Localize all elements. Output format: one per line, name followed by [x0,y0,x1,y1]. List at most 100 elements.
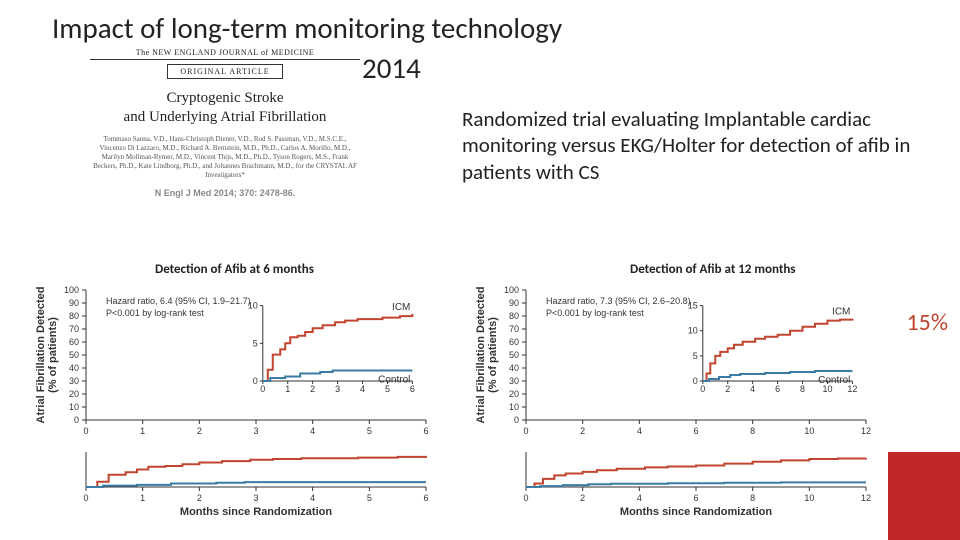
svg-text:5: 5 [385,384,390,394]
chart-right-caption: Detection of Afib at 12 months [630,262,795,277]
svg-text:3: 3 [253,493,258,503]
svg-text:0: 0 [514,415,519,425]
slide-title: Impact of long-term monitoring technolog… [52,10,562,46]
svg-text:4: 4 [637,426,642,436]
svg-text:5: 5 [693,351,698,361]
svg-text:6: 6 [693,426,698,436]
svg-text:90: 90 [509,298,519,308]
svg-text:Months since Randomization: Months since Randomization [180,506,332,515]
svg-text:8: 8 [800,384,805,394]
svg-text:6: 6 [423,493,428,503]
svg-text:70: 70 [69,324,79,334]
svg-text:5: 5 [253,338,258,348]
svg-text:0: 0 [83,493,88,503]
svg-text:1: 1 [140,493,145,503]
svg-text:50: 50 [69,350,79,360]
svg-text:Atrial Fibrillation Detected: Atrial Fibrillation Detected [475,287,487,424]
svg-text:Hazard ratio, 6.4 (95% CI, 1.9: Hazard ratio, 6.4 (95% CI, 1.9–21.7) [106,296,251,306]
svg-text:10: 10 [804,426,814,436]
svg-text:Control: Control [818,375,850,386]
svg-text:5: 5 [367,493,372,503]
svg-text:8: 8 [750,493,755,503]
svg-text:2: 2 [197,426,202,436]
svg-text:2: 2 [580,493,585,503]
svg-text:8: 8 [750,426,755,436]
svg-text:30: 30 [69,376,79,386]
svg-text:Hazard ratio, 7.3 (95% CI, 2.6: Hazard ratio, 7.3 (95% CI, 2.6–20.8) [546,296,691,306]
svg-text:1: 1 [285,384,290,394]
svg-text:80: 80 [69,311,79,321]
svg-text:30: 30 [509,376,519,386]
nejm-title-line1: Cryptogenic Stroke [166,90,283,106]
svg-text:10: 10 [69,402,79,412]
svg-text:10: 10 [248,301,258,311]
nejm-section: ORIGINAL ARTICLE [167,64,282,79]
svg-text:0: 0 [83,426,88,436]
svg-text:60: 60 [69,337,79,347]
red-corner-block [888,452,960,540]
chart-right-mini: 024681012Months since Randomization [470,445,890,515]
year-label: 2014 [362,50,421,86]
svg-text:P<0.001 by log-rank test: P<0.001 by log-rank test [106,308,204,318]
svg-text:2: 2 [197,493,202,503]
svg-text:Control: Control [378,374,410,385]
svg-text:10: 10 [509,402,519,412]
svg-text:10: 10 [688,326,698,336]
svg-text:4: 4 [310,493,315,503]
nejm-title-line2: and Underlying Atrial Fibrillation [124,109,327,125]
svg-text:4: 4 [750,384,755,394]
svg-text:ICM: ICM [392,302,410,313]
svg-text:2: 2 [310,384,315,394]
svg-text:6: 6 [693,493,698,503]
svg-text:2: 2 [725,384,730,394]
description-text: Randomized trial evaluating Implantable … [462,106,922,185]
nejm-citation: N Engl J Med 2014; 370: 2478-86. [90,188,360,198]
svg-text:2: 2 [580,426,585,436]
svg-text:1: 1 [140,426,145,436]
svg-text:12: 12 [861,493,871,503]
svg-text:70: 70 [509,324,519,334]
slide: Impact of long-term monitoring technolog… [0,0,960,540]
svg-text:10: 10 [804,493,814,503]
svg-text:40: 40 [509,363,519,373]
svg-text:ICM: ICM [832,307,850,318]
svg-text:20: 20 [509,389,519,399]
svg-text:80: 80 [509,311,519,321]
nejm-panel: The NEW ENGLAND JOURNAL of MEDICINE ORIG… [90,48,360,198]
chart-left-mini: 0 1 2 3 4 5 6 Months since Randomization [30,445,450,515]
svg-text:0: 0 [693,376,698,386]
svg-text:15: 15 [688,301,698,311]
svg-text:4: 4 [360,384,365,394]
svg-text:12: 12 [861,426,871,436]
nejm-authors: Tommaso Sanna, V.D., Hans-Christoph Dien… [90,135,360,180]
svg-text:40: 40 [69,363,79,373]
chart-left-caption: Detection of Afib at 6 months [155,262,314,277]
svg-text:20: 20 [69,389,79,399]
svg-text:Months since Randomization: Months since Randomization [620,506,772,515]
svg-text:(% of patients): (% of patients) [487,317,499,393]
svg-text:60: 60 [509,337,519,347]
chart-left-main: 01020304050607080901000123456Atrial Fibr… [30,280,450,440]
svg-text:100: 100 [504,285,519,295]
svg-text:0: 0 [523,493,528,503]
svg-text:0: 0 [74,415,79,425]
svg-text:6: 6 [423,426,428,436]
nejm-article-title: Cryptogenic Stroke and Underlying Atrial… [90,89,360,127]
nejm-journal: The NEW ENGLAND JOURNAL of MEDICINE [90,48,360,60]
callout-percent: 15% [907,308,948,337]
svg-text:5: 5 [367,426,372,436]
svg-text:50: 50 [509,350,519,360]
chart-right: 0102030405060708090100024681012Atrial Fi… [470,280,890,520]
chart-right-main: 0102030405060708090100024681012Atrial Fi… [470,280,890,440]
svg-text:6: 6 [775,384,780,394]
svg-text:0: 0 [700,384,705,394]
svg-text:4: 4 [310,426,315,436]
svg-text:Atrial Fibrillation Detected: Atrial Fibrillation Detected [35,287,47,424]
chart-left: 01020304050607080901000123456Atrial Fibr… [30,280,450,520]
svg-text:90: 90 [69,298,79,308]
svg-text:P<0.001 by log-rank test: P<0.001 by log-rank test [546,308,644,318]
svg-text:3: 3 [335,384,340,394]
svg-text:(% of patients): (% of patients) [47,317,59,393]
svg-text:0: 0 [253,376,258,386]
svg-text:3: 3 [253,426,258,436]
